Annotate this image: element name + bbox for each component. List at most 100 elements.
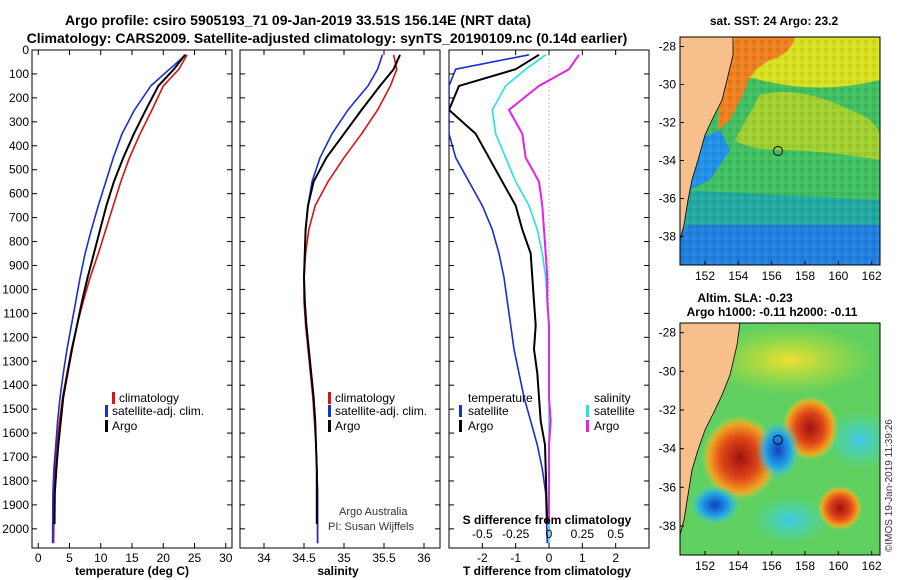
y-tick-label: 1400: [2, 378, 29, 392]
map-x-tick-label: 152: [695, 559, 715, 573]
sla-yellow-north: [705, 325, 875, 395]
legend-swatch-s-satellite: [586, 405, 589, 417]
legend-heading-salinity: salinity: [594, 391, 631, 405]
y-tick-label: 1100: [3, 306, 29, 320]
y-tick-label: 500: [9, 163, 29, 177]
x-tick-label: 0: [35, 551, 42, 565]
series-line-satellite-adj-clim-: [51, 54, 187, 544]
sst-argo-marker: [773, 146, 783, 156]
sla-map-frame: [679, 322, 881, 556]
credit-group: Argo Australia: [339, 506, 408, 518]
temperature-legend: climatology satellite-adj. clim. Argo: [105, 391, 204, 433]
temperature-plot-frame: [31, 49, 233, 549]
legend-label-satellite: satellite-adj. clim.: [112, 404, 204, 418]
legend-heading-temperature: temperature: [468, 391, 533, 405]
top-tick-label: 0.25: [571, 527, 595, 541]
top-tick-label: -0.25: [502, 527, 530, 541]
t-difference-axis-label: T difference from climatology: [463, 564, 631, 578]
series-line-t-satellite: [449, 54, 549, 544]
y-tick-label: 100: [9, 67, 29, 81]
sla-cold-eddy-sw: [690, 485, 740, 525]
sla-map: Altim. SLA: -0.23 Argo h1000: -0.11 h200…: [659, 291, 882, 573]
x-tick-label: 20: [157, 551, 171, 565]
legend-label-climatology: climatology: [335, 391, 395, 405]
x-tick-label: 30: [219, 551, 233, 565]
map-y-tick-label: -32: [659, 403, 677, 417]
map-x-tick-label: 162: [862, 559, 882, 573]
legend-swatch-argo: [328, 420, 331, 432]
sla-cyan-east: [825, 410, 880, 470]
legend-swatch-t-satellite: [459, 405, 462, 417]
sst-land: [680, 37, 734, 241]
legend-swatch-argo: [105, 420, 108, 432]
y-tick-label: 200: [9, 91, 29, 105]
x-tick-label: -1: [510, 551, 521, 565]
series-line-argo: [53, 54, 186, 525]
map-y-tick-label: -38: [659, 519, 677, 533]
map-y-tick-label: -38: [659, 230, 677, 244]
map-y-tick-label: -36: [659, 480, 677, 494]
y-tick-label: 800: [9, 235, 29, 249]
y-tick-label: 1700: [2, 450, 29, 464]
series-line-s-argo: [508, 54, 580, 525]
map-x-tick-label: 160: [828, 269, 848, 283]
map-y-tick-label: -34: [659, 154, 677, 168]
sla-land: [680, 323, 741, 536]
x-tick-label: 36: [417, 551, 431, 565]
legend-label-argo: Argo: [335, 419, 361, 433]
legend-swatch-satellite: [328, 405, 331, 417]
map-x-tick-label: 158: [795, 559, 815, 573]
legend-label-climatology: climatology: [119, 391, 179, 405]
map-x-tick-label: 154: [728, 559, 748, 573]
legend-label-s-argo: Argo: [594, 419, 620, 433]
y-tick-label: 1800: [2, 474, 29, 488]
sst-map: sat. SST: 24 Argo: 23.2 152 154 156 158 160 1…: [659, 14, 882, 283]
legend-swatch-t-argo: [459, 420, 462, 432]
series-line-t-argo: [449, 53, 549, 525]
x-tick-label: 25: [188, 551, 202, 565]
map-x-tick-label: 160: [828, 559, 848, 573]
x-tick-label: 5: [66, 551, 73, 565]
temperature-diff-legend: temperature satellite Argo: [459, 391, 533, 433]
map-y-tick-label: -30: [659, 78, 677, 92]
y-tick-label: 1000: [2, 282, 29, 296]
sla-cyan-south: [750, 495, 830, 545]
salinity-legend: climatology satellite-adj. clim. Argo: [328, 391, 427, 433]
x-tick-label: 35: [337, 551, 351, 565]
sla-argo-marker: [773, 435, 783, 445]
x-tick-label: -2: [477, 551, 488, 565]
map-y-tick-label: -30: [659, 364, 677, 378]
y-tick-label: 1500: [2, 402, 29, 416]
imos-credit: ©IMOS 19-Jan-2019 11:39:26: [884, 419, 895, 552]
legend-label-t-satellite: satellite: [468, 404, 509, 418]
y-tick-label: 400: [9, 139, 29, 153]
x-tick-label: 2: [612, 551, 619, 565]
legend-label-argo: Argo: [112, 419, 138, 433]
salinity-diff-legend: salinity satellite Argo: [586, 391, 635, 433]
sla-warm-eddy-south: [818, 486, 862, 530]
series-line-argo: [303, 54, 401, 525]
sst-map-title: sat. SST: 24 Argo: 23.2: [710, 14, 839, 28]
map-x-tick-label: 156: [762, 559, 782, 573]
salinity-plot-frame: [239, 49, 441, 549]
figure-title-line1: Argo profile: csiro 5905193_71 09-Jan-20…: [65, 12, 531, 28]
y-tick-label: 900: [9, 258, 29, 272]
legend-label-s-satellite: satellite: [594, 404, 635, 418]
series-line-climatology: [52, 54, 188, 544]
temperature-panel: 0100200300400500600700800900100011001200…: [2, 43, 232, 578]
map-y-tick-label: -36: [659, 192, 677, 206]
sst-map-frame: [679, 36, 881, 266]
temperature-axis-label: temperature (deg C): [75, 564, 189, 578]
legend-swatch-climatology: [112, 392, 115, 404]
top-tick-label: 0.5: [607, 527, 624, 541]
x-tick-label: 10: [94, 551, 108, 565]
legend-label-t-argo: Argo: [468, 419, 494, 433]
y-tick-label: 600: [9, 187, 29, 201]
map-x-tick-label: 154: [728, 269, 748, 283]
map-y-tick-label: -34: [659, 442, 677, 456]
y-tick-label: 1300: [2, 354, 29, 368]
y-tick-label: 0: [22, 43, 29, 57]
legend-swatch-satellite: [105, 405, 108, 417]
sla-cold-eddy: [756, 420, 800, 480]
